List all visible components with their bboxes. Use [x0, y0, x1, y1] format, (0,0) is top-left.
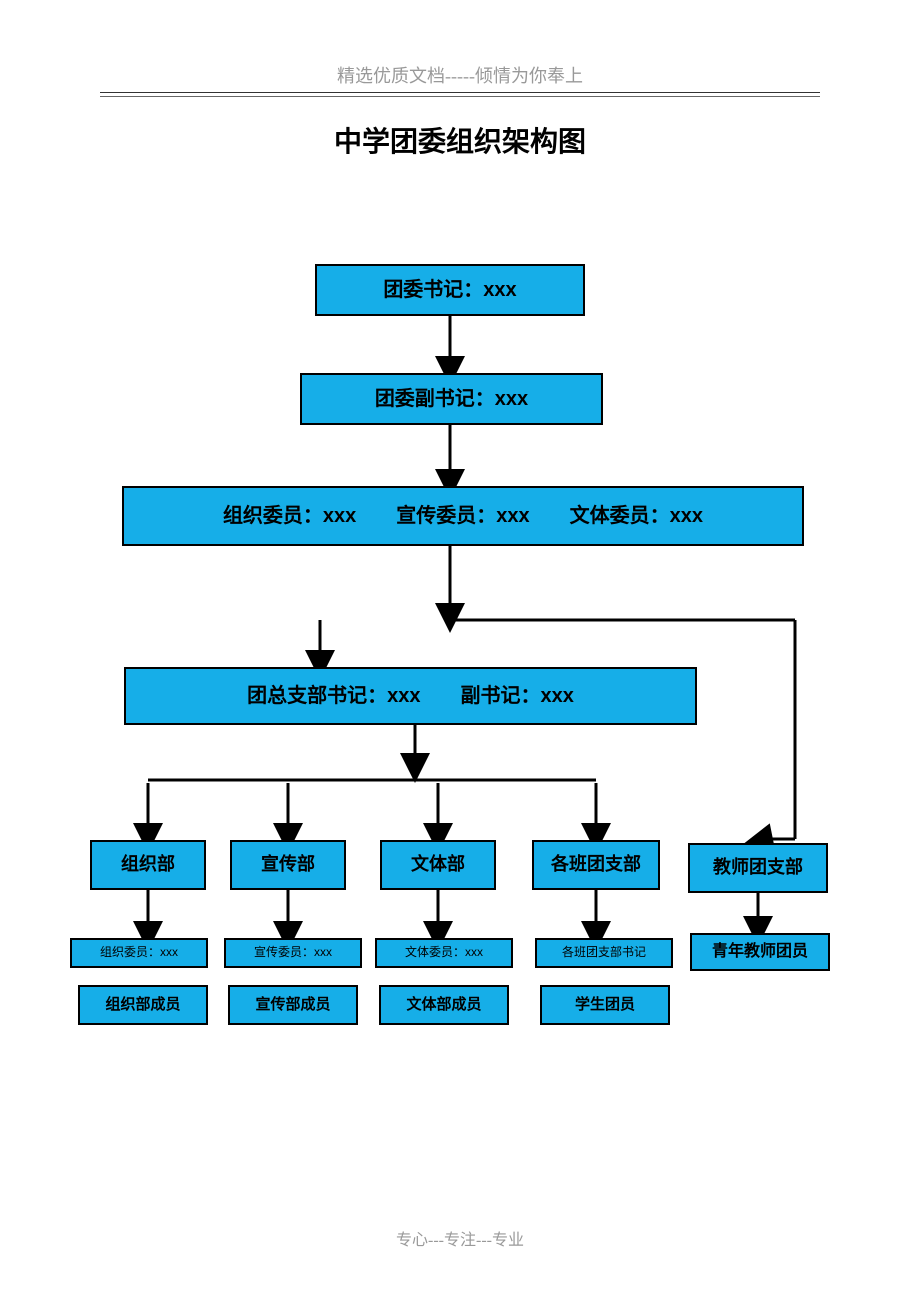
header-divider [100, 92, 820, 93]
org-node-n5: 组织部 [90, 840, 206, 890]
org-node-n14: 青年教师团员 [690, 933, 830, 971]
org-node-n1: 团委书记：xxx [315, 264, 585, 316]
org-node-n9: 教师团支部 [688, 843, 828, 893]
org-node-n13: 各班团支部书记 [535, 938, 673, 968]
org-node-n17: 文体部成员 [379, 985, 509, 1025]
org-node-n3: 组织委员：xxx 宣传委员：xxx 文体委员：xxx [122, 486, 804, 546]
org-node-n4: 团总支部书记：xxx 副书记：xxx [124, 667, 697, 725]
footer-watermark: 专心---专注---专业 [0, 1226, 920, 1250]
org-node-n2: 团委副书记：xxx [300, 373, 603, 425]
page-title: 中学团委组织架构图 [0, 120, 920, 160]
org-node-n15: 组织部成员 [78, 985, 208, 1025]
arrow-layer [0, 0, 920, 1302]
org-node-n8: 各班团支部 [532, 840, 660, 890]
org-node-n6: 宣传部 [230, 840, 346, 890]
header-watermark: 精选优质文档-----倾情为你奉上 [0, 62, 920, 88]
org-node-n16: 宣传部成员 [228, 985, 358, 1025]
org-node-n7: 文体部 [380, 840, 496, 890]
org-node-n10: 组织委员：xxx [70, 938, 208, 968]
org-node-n11: 宣传委员：xxx [224, 938, 362, 968]
org-node-n18: 学生团员 [540, 985, 670, 1025]
org-node-n12: 文体委员：xxx [375, 938, 513, 968]
